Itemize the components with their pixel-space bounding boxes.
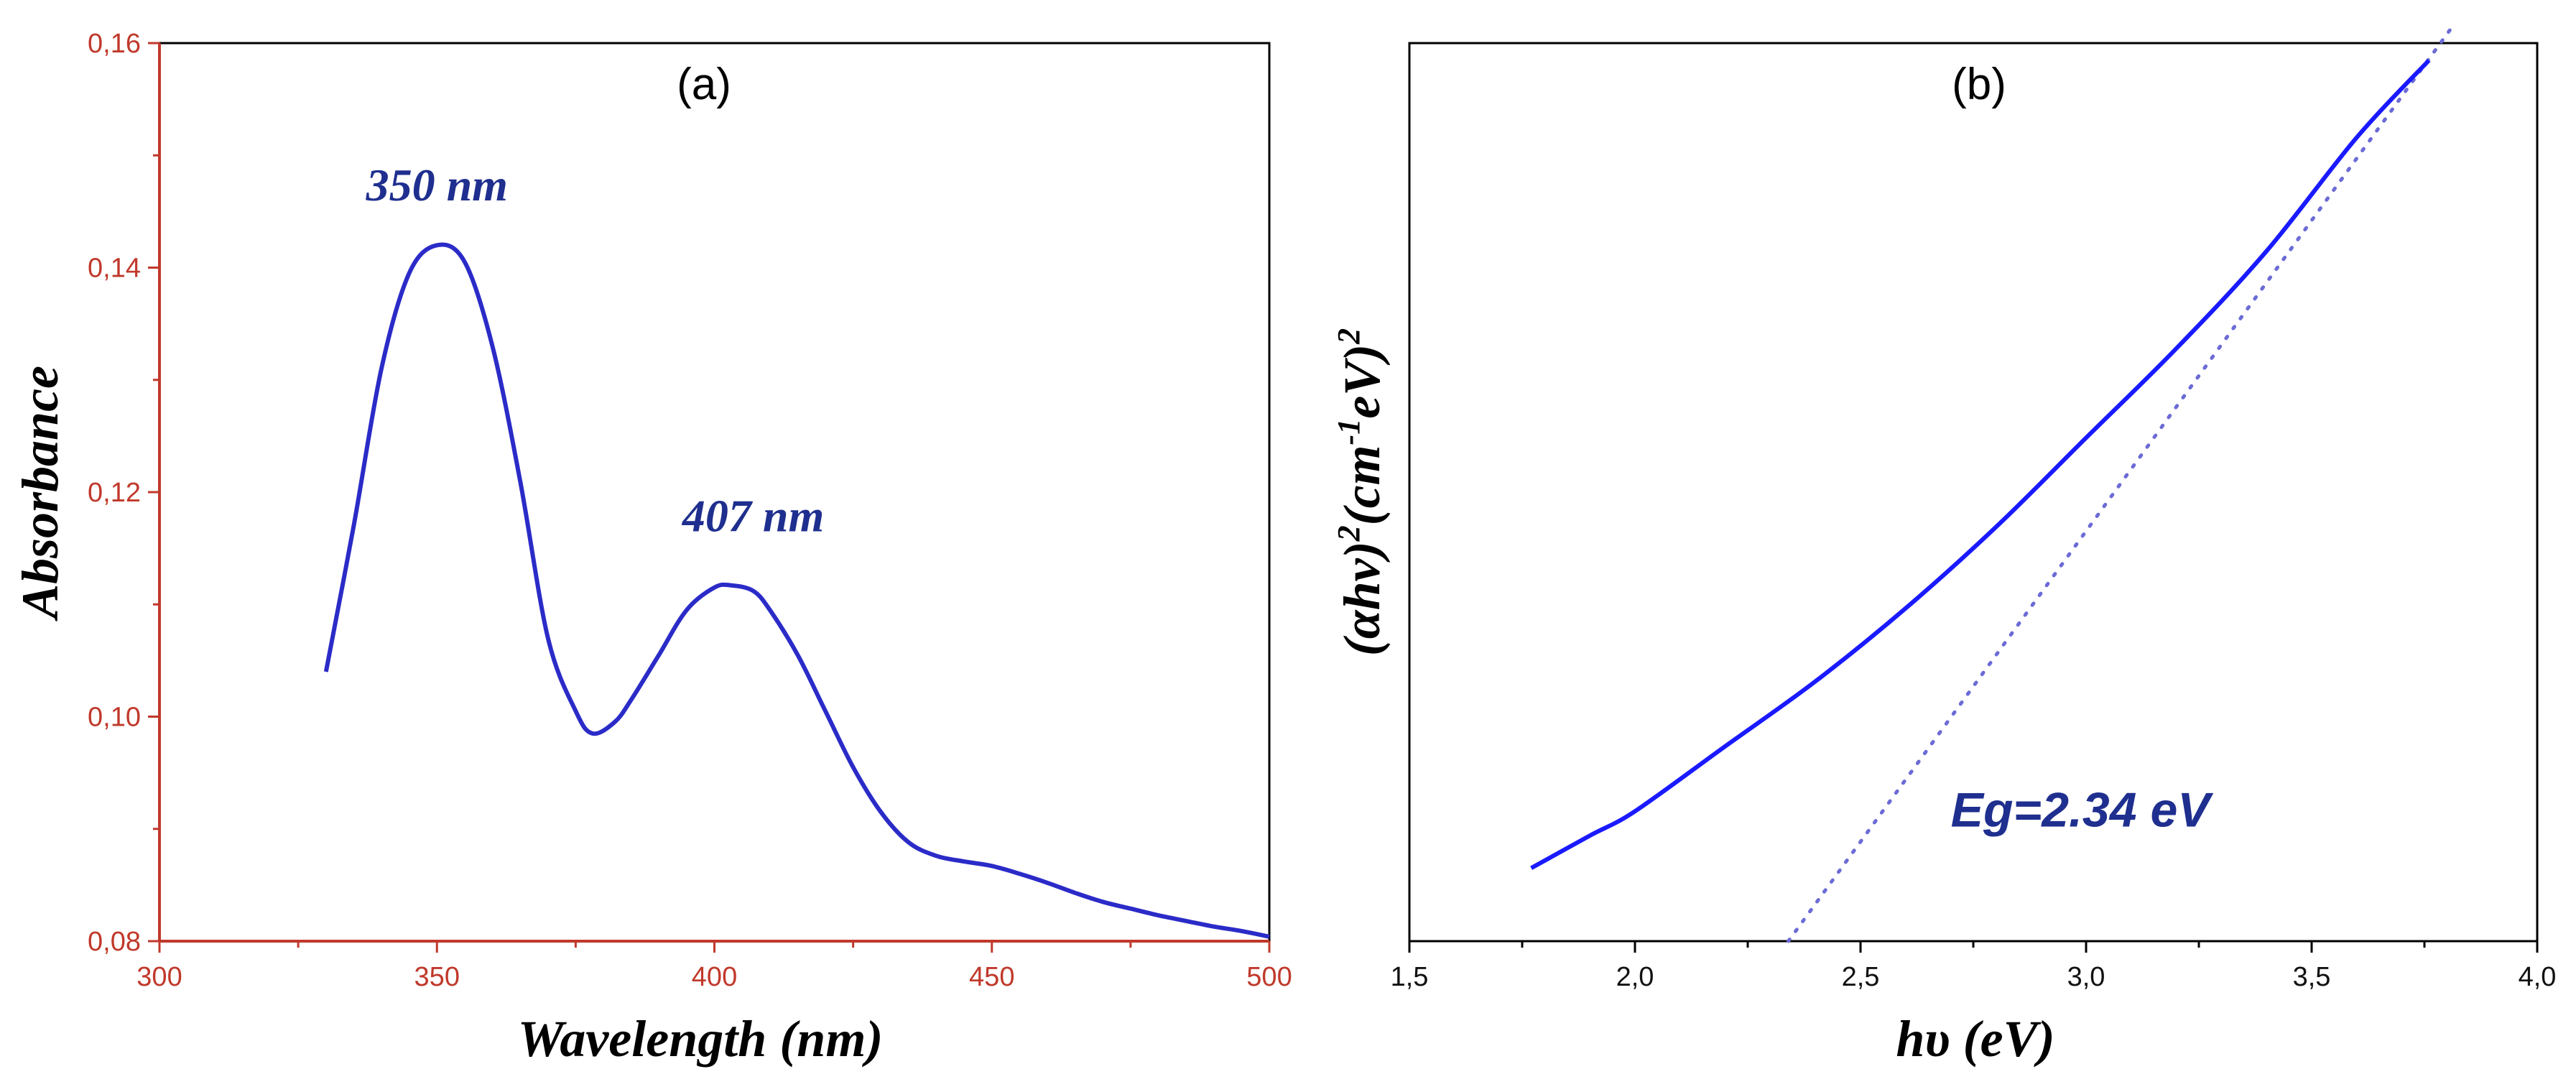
panel-b-ticks: 1,5 2,0 2,5 3,0 3,5 4,0 [1391,941,2557,992]
panel-b-y-axis-title: (αhν)2(cm-1eV)2 [1331,328,1391,656]
panel-b-x-tick-label: 3,5 [2293,962,2331,992]
panel-b-linear-fit-line [1787,26,2454,943]
panel-b-plot-frame [1408,42,2539,943]
panel-a-plot-frame [158,42,1271,943]
panel-b-x-axis-title: hυ (eV) [1896,1010,2054,1068]
panel-a-peak-label-350: 350 nm [366,159,508,211]
panel-b-x-tick-label: 3,0 [2067,962,2105,992]
panel-a-absorbance-curve [323,242,1270,939]
panel-b-y-title-sup-1: 2 [1331,525,1366,542]
panel-a-y-tick-label: 0,08 [88,927,141,957]
panel-b-y-title-part-1: (αhν) [1333,541,1391,656]
panel-b-x-tick-label: 4,0 [2519,962,2557,992]
panel-b-x-tick-label: 1,5 [1391,962,1429,992]
panel-b-label: (b) [1952,60,2006,109]
panel-b-y-title-part-3: eV) [1333,344,1391,419]
panel-a-y-tick-label: 0,16 [88,29,141,59]
panel-a-x-tick-label: 300 [136,962,182,992]
panel-b-y-title-part-2: (cm [1333,445,1391,525]
panel-a-x-axis-title: Wavelength (nm) [518,1010,884,1068]
panel-a-x-tick-label: 450 [969,962,1014,992]
panel-a-y-axis-title: Absorbance [11,366,69,621]
panel-b-y-title-sup-2: -1 [1331,419,1366,445]
panel-b-tauc-curve [1530,58,2431,870]
panel-b-y-title-sup-3: 2 [1331,328,1366,345]
panel-a-y-tick-label: 0,12 [88,478,141,508]
panel-a-x-tick-label: 350 [414,962,460,992]
panel-a-x-tick-label: 400 [692,962,737,992]
panel-a-label: (a) [677,60,731,109]
panel-a-peak-label-407: 407 nm [682,491,824,542]
panel-b: 1,5 2,0 2,5 3,0 3,5 4,0 (b) Eg=2.34 eV hυ (eV… [1331,26,2557,1068]
panel-a-y-tick-label: 0,14 [88,254,141,284]
panel-b-x-tick-label: 2,5 [1842,962,1880,992]
panel-b-bandgap-label: Eg=2.34 eV [1951,782,2215,837]
panel-a-ticks: 300 350 400 450 500 0,08 0,10 0,12 0,14 0,16 [88,29,1292,992]
panel-b-x-tick-label: 2,0 [1616,962,1654,992]
panel-a-x-tick-label: 500 [1246,962,1292,992]
panel-a-y-tick-label: 0,10 [88,703,141,733]
